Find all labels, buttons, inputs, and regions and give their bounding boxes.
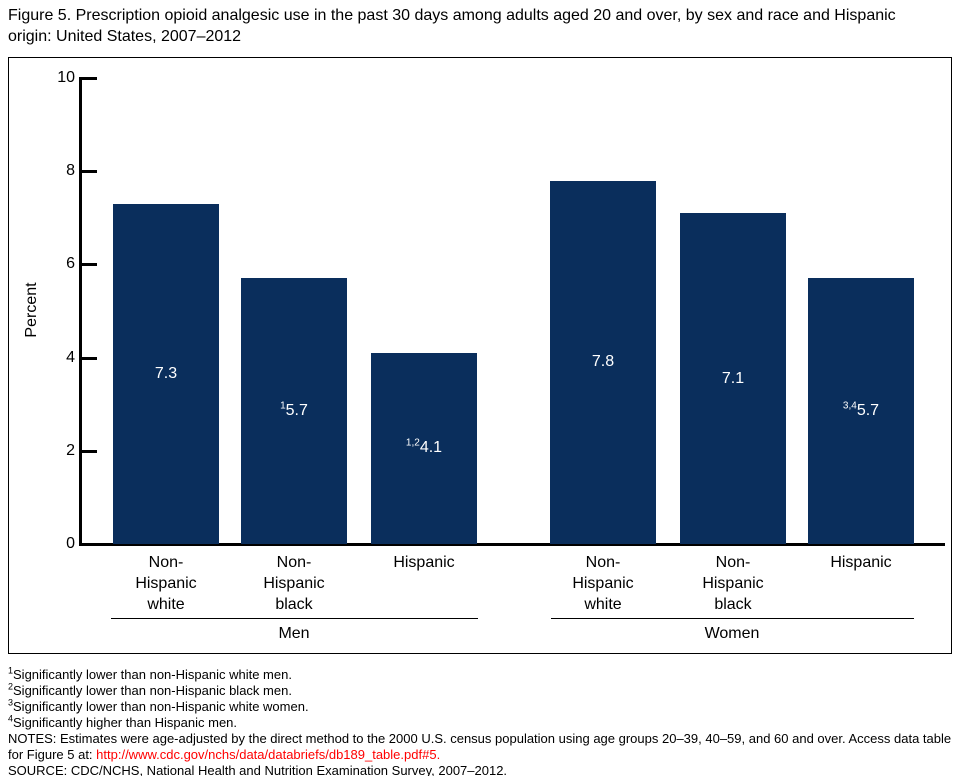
bar-value-superscript: 1 bbox=[280, 400, 286, 412]
source-text: SOURCE: CDC/NCHS, National Health and Nu… bbox=[8, 763, 508, 776]
footnotes-block: 1Significantly lower than non-Hispanic w… bbox=[8, 665, 960, 776]
y-axis-tick-label: 10 bbox=[57, 69, 75, 86]
x-axis-category-label: Hispanic bbox=[393, 554, 455, 571]
footnote-line: 3Significantly lower than non-Hispanic w… bbox=[8, 697, 960, 715]
bar: 7.8 bbox=[550, 180, 656, 544]
footnote-text: Significantly lower than non-Hispanic wh… bbox=[13, 667, 292, 682]
y-axis-tick bbox=[82, 263, 97, 267]
x-axis-line bbox=[79, 543, 945, 546]
bar-value-label: 3,45.7 bbox=[842, 400, 880, 420]
group-divider-line bbox=[551, 618, 914, 619]
y-axis-tick-label: 6 bbox=[66, 255, 75, 273]
group-divider-line bbox=[111, 618, 478, 619]
bar: 7.3 bbox=[113, 203, 219, 544]
footnote-marker: 1 bbox=[8, 665, 14, 676]
x-axis-category-label: Non- Hispanic black bbox=[702, 554, 764, 613]
x-axis-category-label: Non- Hispanic black bbox=[263, 554, 325, 613]
y-axis-tick-label: 2 bbox=[66, 441, 75, 459]
bar-value-superscript: 1,2 bbox=[405, 438, 420, 450]
bar-value-label: 7.1 bbox=[721, 369, 745, 387]
bar: 15.7 bbox=[241, 278, 347, 544]
footnote-marker: 2 bbox=[8, 681, 14, 692]
y-axis-tick bbox=[82, 356, 97, 360]
y-axis-tick-label: 4 bbox=[66, 348, 75, 366]
data-table-link[interactable]: http://www.cdc.gov/nchs/data/databriefs/… bbox=[96, 747, 437, 762]
footnote-text: Significantly lower than non-Hispanic wh… bbox=[13, 699, 309, 714]
chart-area: Percent 0 2 4 6 8 10 7.3 Non- Hispanic white 15.… bbox=[8, 57, 952, 654]
y-axis-tick bbox=[82, 543, 97, 546]
y-axis-tick-label: 8 bbox=[66, 162, 75, 180]
figure-title: Figure 5. Prescription opioid analgesic … bbox=[8, 7, 896, 45]
footnote-text: Significantly higher than Hispanic men. bbox=[13, 715, 238, 730]
footnote-line: 4Significantly higher than Hispanic men. bbox=[8, 713, 960, 731]
group-label: Men bbox=[278, 625, 310, 642]
bar-value-label: 7.8 bbox=[591, 353, 615, 371]
y-axis-tick bbox=[82, 449, 97, 453]
y-axis-tick bbox=[82, 77, 97, 80]
bar-value-label: 7.3 bbox=[154, 364, 178, 382]
y-axis-line bbox=[79, 77, 82, 546]
notes-text: NOTES: Estimates were age-adjusted by th… bbox=[8, 731, 960, 763]
bar: 7.1 bbox=[680, 213, 786, 544]
bar: 1,24.1 bbox=[371, 352, 477, 544]
y-axis-tick bbox=[82, 170, 97, 174]
y-axis-tick-label: 0 bbox=[66, 535, 75, 552]
notes-suffix: . bbox=[436, 747, 441, 762]
bar: 3,45.7 bbox=[808, 278, 914, 544]
y-axis-title: Percent bbox=[23, 282, 40, 338]
bar-value-label: 15.7 bbox=[280, 400, 308, 420]
group-label: Women bbox=[704, 625, 760, 642]
footnote-marker: 3 bbox=[8, 697, 14, 708]
x-axis-category-label: Non- Hispanic white bbox=[572, 554, 634, 613]
footnote-line: 1Significantly lower than non-Hispanic w… bbox=[8, 665, 960, 683]
footnote-marker: 4 bbox=[8, 713, 14, 724]
notes-prefix: NOTES: Estimates were age-adjusted by th… bbox=[8, 731, 952, 762]
footnote-line: 2Significantly lower than non-Hispanic b… bbox=[8, 681, 960, 699]
footnote-text: Significantly lower than non-Hispanic bl… bbox=[13, 683, 292, 698]
x-axis-category-label: Non- Hispanic white bbox=[135, 554, 197, 613]
bar-value-label: 1,24.1 bbox=[405, 438, 443, 457]
x-axis-category-label: Hispanic bbox=[830, 554, 892, 571]
bar-value-superscript: 3,4 bbox=[842, 400, 857, 412]
